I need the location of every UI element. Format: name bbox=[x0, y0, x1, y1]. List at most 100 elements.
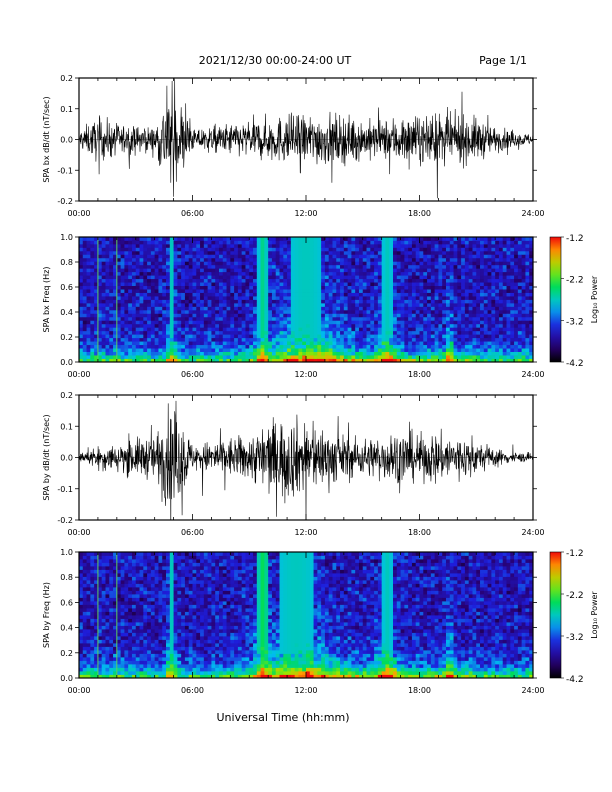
heatmap-cell bbox=[396, 275, 401, 280]
heatmap-cell bbox=[445, 250, 451, 255]
heatmap-cell bbox=[347, 320, 352, 325]
heatmap-cell bbox=[328, 257, 333, 262]
heatmap-cell bbox=[464, 341, 470, 346]
heatmap-cell bbox=[271, 355, 277, 359]
heatmap-cell bbox=[328, 278, 333, 283]
heatmap-cell bbox=[464, 355, 470, 359]
heatmap-cell bbox=[139, 327, 144, 332]
heatmap-cell bbox=[408, 257, 413, 262]
heatmap-cell bbox=[150, 289, 156, 293]
heatmap-cell bbox=[177, 320, 182, 325]
heatmap-cell bbox=[517, 292, 523, 297]
heatmap-cell bbox=[283, 254, 288, 259]
heatmap-cell bbox=[309, 351, 314, 356]
heatmap-cell bbox=[427, 261, 432, 266]
heatmap-cell bbox=[370, 355, 375, 359]
heatmap-cell bbox=[408, 358, 413, 362]
heatmap-cell bbox=[101, 615, 106, 619]
heatmap-cell bbox=[90, 608, 95, 612]
heatmap-cell bbox=[464, 334, 470, 339]
heatmap-cell bbox=[120, 278, 125, 283]
heatmap-cell bbox=[79, 320, 84, 325]
heatmap-cell bbox=[343, 327, 349, 332]
heatmap-cell bbox=[510, 268, 515, 273]
heatmap-cell bbox=[215, 316, 220, 321]
heatmap-cell bbox=[120, 671, 125, 675]
heatmap-cell bbox=[234, 278, 239, 283]
heatmap-cell bbox=[340, 250, 345, 255]
heatmap-cell bbox=[196, 337, 201, 342]
heatmap-cell bbox=[143, 358, 148, 362]
heatmap-cell bbox=[116, 264, 122, 269]
heatmap-cell bbox=[105, 309, 110, 314]
heatmap-cell bbox=[150, 313, 156, 318]
heatmap-cell bbox=[358, 237, 364, 241]
heatmap-cell bbox=[396, 296, 401, 300]
heatmap-cell bbox=[287, 309, 292, 314]
heatmap-cell bbox=[374, 271, 379, 276]
heatmap-cell bbox=[415, 247, 420, 252]
heatmap-cell bbox=[158, 309, 163, 314]
heatmap-cell bbox=[200, 268, 205, 273]
heatmap-cell bbox=[79, 629, 84, 633]
heatmap-cell bbox=[139, 341, 144, 346]
heatmap-cell bbox=[101, 337, 106, 342]
heatmap-cell bbox=[200, 243, 205, 248]
heatmap-cell bbox=[370, 240, 375, 245]
heatmap-cell bbox=[166, 358, 171, 362]
heatmap-cell bbox=[109, 562, 114, 567]
heatmap-cell bbox=[400, 247, 405, 252]
heatmap-cell bbox=[105, 615, 110, 619]
heatmap-cell bbox=[90, 358, 95, 362]
heatmap-cell bbox=[207, 237, 212, 241]
heatmap-cell bbox=[268, 247, 273, 252]
heatmap-cell bbox=[298, 337, 303, 342]
heatmap-cell bbox=[506, 296, 511, 300]
heatmap-cell bbox=[355, 261, 360, 266]
heatmap-cell bbox=[135, 247, 140, 252]
heatmap-cell bbox=[234, 285, 239, 290]
colorbar bbox=[549, 236, 562, 363]
heatmap-cell bbox=[135, 271, 140, 276]
heatmap-cell bbox=[90, 337, 95, 342]
heatmap-cell bbox=[82, 243, 87, 248]
heatmap-cell bbox=[332, 296, 337, 300]
heatmap-cell bbox=[510, 296, 515, 300]
heatmap-cell bbox=[97, 625, 103, 630]
heatmap-cell bbox=[434, 337, 439, 342]
heatmap-cell bbox=[211, 306, 216, 311]
heatmap-cell bbox=[445, 243, 451, 248]
heatmap-cell bbox=[150, 264, 156, 269]
heatmap-cell bbox=[449, 264, 454, 269]
heatmap-cell bbox=[143, 316, 148, 321]
heatmap-cell bbox=[207, 334, 212, 339]
heatmap-cell bbox=[271, 285, 277, 290]
heatmap-cell bbox=[82, 590, 87, 595]
heatmap-cell bbox=[374, 355, 379, 359]
heatmap-cell bbox=[105, 348, 110, 352]
heatmap-cell bbox=[162, 344, 167, 349]
heatmap-cell bbox=[139, 323, 144, 328]
heatmap-cell bbox=[294, 254, 299, 259]
heatmap-cell bbox=[82, 320, 87, 325]
heatmap-cell bbox=[101, 566, 106, 570]
heatmap-cell bbox=[404, 302, 409, 307]
heatmap-cell bbox=[393, 257, 398, 262]
heatmap-cell bbox=[317, 264, 322, 269]
heatmap-cell bbox=[222, 309, 227, 314]
heatmap-cell bbox=[90, 316, 95, 321]
plot-area bbox=[79, 552, 533, 678]
heatmap-cell bbox=[86, 257, 91, 262]
heatmap-cell bbox=[94, 636, 99, 640]
heatmap-cell bbox=[464, 330, 470, 335]
heatmap-cell bbox=[381, 313, 386, 318]
heatmap-cell bbox=[158, 341, 163, 346]
heatmap-cell bbox=[203, 320, 209, 325]
heatmap-cell bbox=[302, 254, 307, 259]
heatmap-cell bbox=[147, 327, 152, 332]
heatmap-cell bbox=[476, 296, 481, 300]
heatmap-cell bbox=[120, 625, 125, 630]
heatmap-cell bbox=[109, 313, 114, 318]
heatmap-cell bbox=[90, 351, 95, 356]
heatmap-cell bbox=[86, 608, 91, 612]
